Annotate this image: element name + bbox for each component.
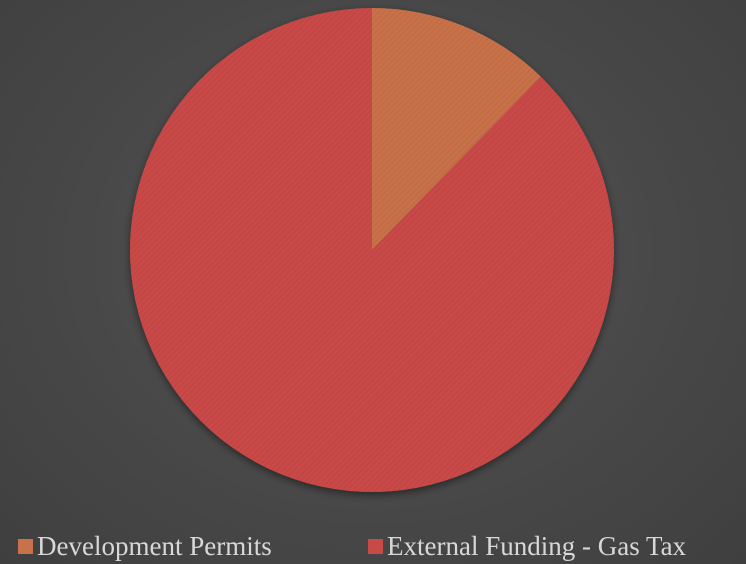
legend-swatch-external-funding-gas-tax [368,538,383,554]
pie-texture [130,8,614,492]
legend-item-external-funding-gas-tax: External Funding - Gas Tax [368,528,686,564]
pie-chart [130,7,615,492]
chart-legend: Development Permits External Funding - G… [0,528,746,564]
legend-swatch-development-permits [18,538,33,554]
legend-label: Development Permits [37,531,272,561]
legend-label: External Funding - Gas Tax [387,531,687,561]
legend-item-development-permits: Development Permits [18,528,272,564]
